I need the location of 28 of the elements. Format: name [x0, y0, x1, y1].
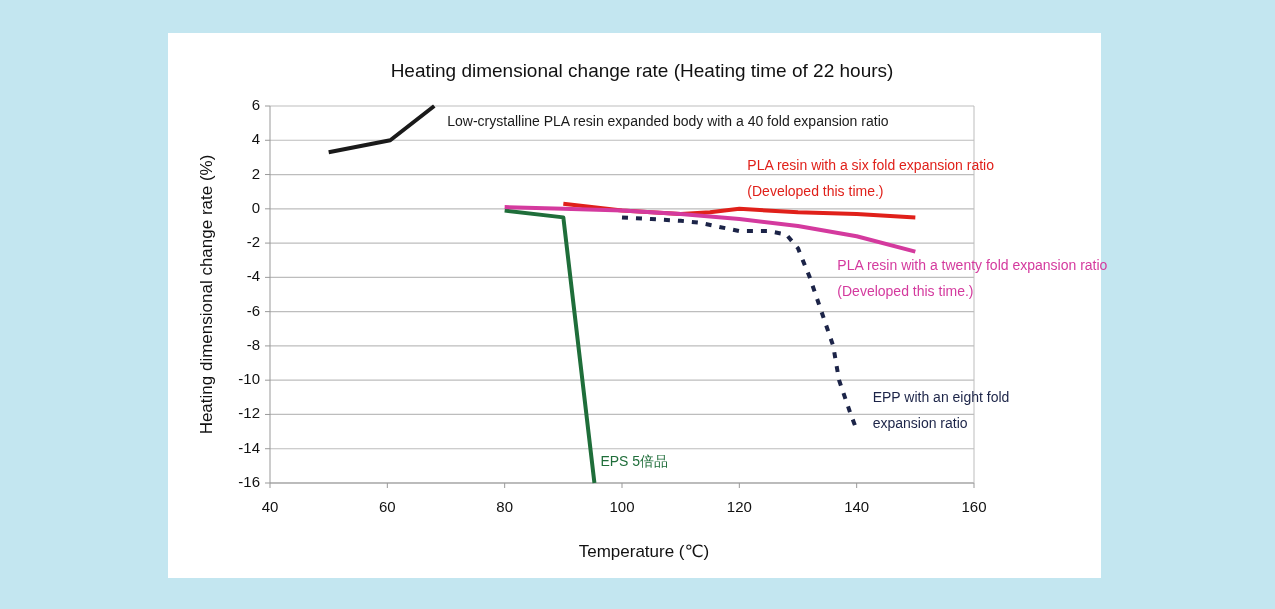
- x-axis-title: Temperature (℃): [578, 542, 710, 561]
- y-tick-label: -10: [238, 370, 260, 388]
- series-label: EPP with an eight fold expansion ratio: [872, 388, 1010, 431]
- y-tick-label: -14: [238, 438, 260, 456]
- x-tick-label: 160: [961, 498, 987, 515]
- x-tick-label: 120: [726, 498, 752, 515]
- y-tick-label: 6: [251, 95, 260, 113]
- y-axis-title: Heating dimensional change rate (%): [197, 154, 216, 435]
- y-tick-label: -6: [246, 301, 260, 319]
- y-tick-label: 0: [251, 198, 260, 216]
- y-tick-label: -2: [246, 233, 260, 251]
- series-label: EPS 5倍品: [600, 453, 669, 469]
- series-label: PLA resin with a six fold expansion ratio (Developed this time.): [747, 157, 995, 200]
- y-tick-label: -12: [238, 404, 260, 422]
- y-tick-label: -4: [246, 267, 260, 285]
- series-label: PLA resin with a twenty fold expansion ratio (Developed this time.): [837, 256, 1108, 299]
- y-tick-label: -8: [246, 335, 260, 353]
- x-tick-label: 80: [496, 498, 514, 515]
- x-tick-label: 100: [609, 498, 635, 515]
- y-tick-label: 4: [251, 130, 260, 148]
- line-series: [502, 205, 918, 254]
- y-tick-label: 2: [251, 164, 260, 182]
- series-label: Low-crystalline PLA resin expanded body with a 40 fold expansion ratio: [447, 113, 889, 129]
- x-tick-label: 60: [378, 498, 396, 515]
- x-tick-label: 140: [844, 498, 870, 515]
- chart-title: Heating dimensional change rate (Heating time of 22 hours): [390, 60, 894, 81]
- x-tick-label: 40: [261, 498, 279, 515]
- y-tick-label: -16: [238, 472, 260, 490]
